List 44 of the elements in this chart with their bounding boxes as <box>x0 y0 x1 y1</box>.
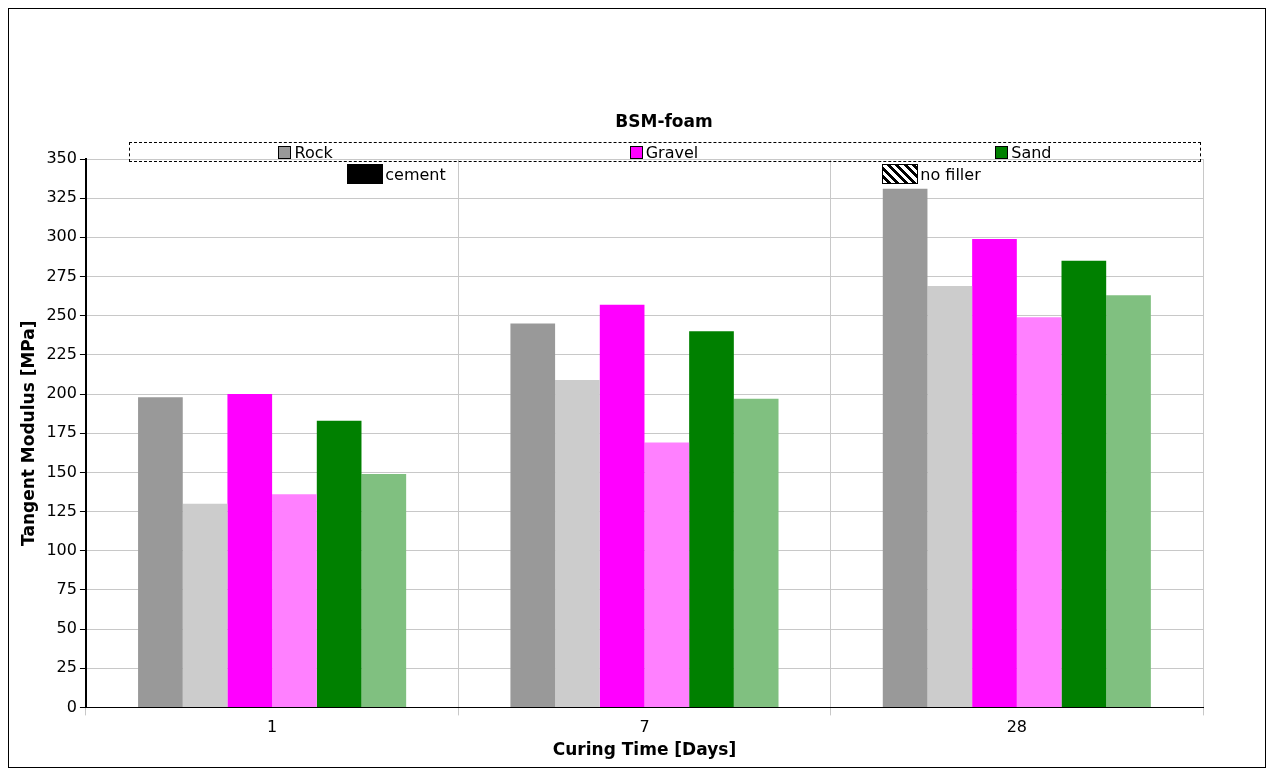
bar <box>733 398 779 707</box>
y-tick-label: 75 <box>56 579 77 599</box>
bar <box>689 331 734 707</box>
bar <box>972 238 1017 707</box>
legend-title: BSM-foam <box>614 111 714 131</box>
annotation: no filler <box>920 165 981 184</box>
bar <box>1106 295 1151 707</box>
bar <box>599 304 645 707</box>
y-tick-label: 275 <box>46 265 77 285</box>
y-tick-label: 200 <box>46 383 77 403</box>
bar <box>272 494 317 707</box>
legend-label: Sand <box>1011 142 1052 162</box>
y-tick-label: 325 <box>46 187 77 207</box>
y-tick-label: 250 <box>46 304 77 324</box>
bar <box>182 503 228 707</box>
bar <box>361 473 407 707</box>
bar <box>882 188 928 707</box>
bar <box>138 397 183 707</box>
y-tick-label: 150 <box>46 461 77 481</box>
bar <box>227 394 273 707</box>
y-tick-label: 100 <box>46 539 77 559</box>
y-tick-label: 175 <box>46 422 77 442</box>
y-tick-label: 225 <box>46 344 77 364</box>
bar <box>644 442 690 707</box>
bar <box>510 323 556 707</box>
y-tick-label: 50 <box>56 618 77 638</box>
y-tick-label: 125 <box>46 500 77 520</box>
y-tick-label: 0 <box>66 696 77 716</box>
x-tick-label: 28 <box>1006 717 1027 737</box>
bar <box>927 285 973 707</box>
bar <box>555 379 600 707</box>
y-tick-label: 350 <box>46 148 77 168</box>
annotation: cement <box>385 165 446 184</box>
x-axis-title: Curing Time [Days] <box>552 739 737 760</box>
x-tick-label: 7 <box>639 717 650 737</box>
bar <box>1061 260 1107 707</box>
y-axis-title: Tangent Modulus [MPa] <box>17 320 38 546</box>
legend-label: Rock <box>294 142 333 162</box>
y-tick-label: 25 <box>56 657 77 677</box>
bar <box>1016 317 1062 707</box>
x-tick-label: 1 <box>267 717 278 737</box>
legend-label: Gravel <box>645 142 699 162</box>
y-tick-label: 300 <box>46 226 77 246</box>
bar <box>316 420 362 707</box>
